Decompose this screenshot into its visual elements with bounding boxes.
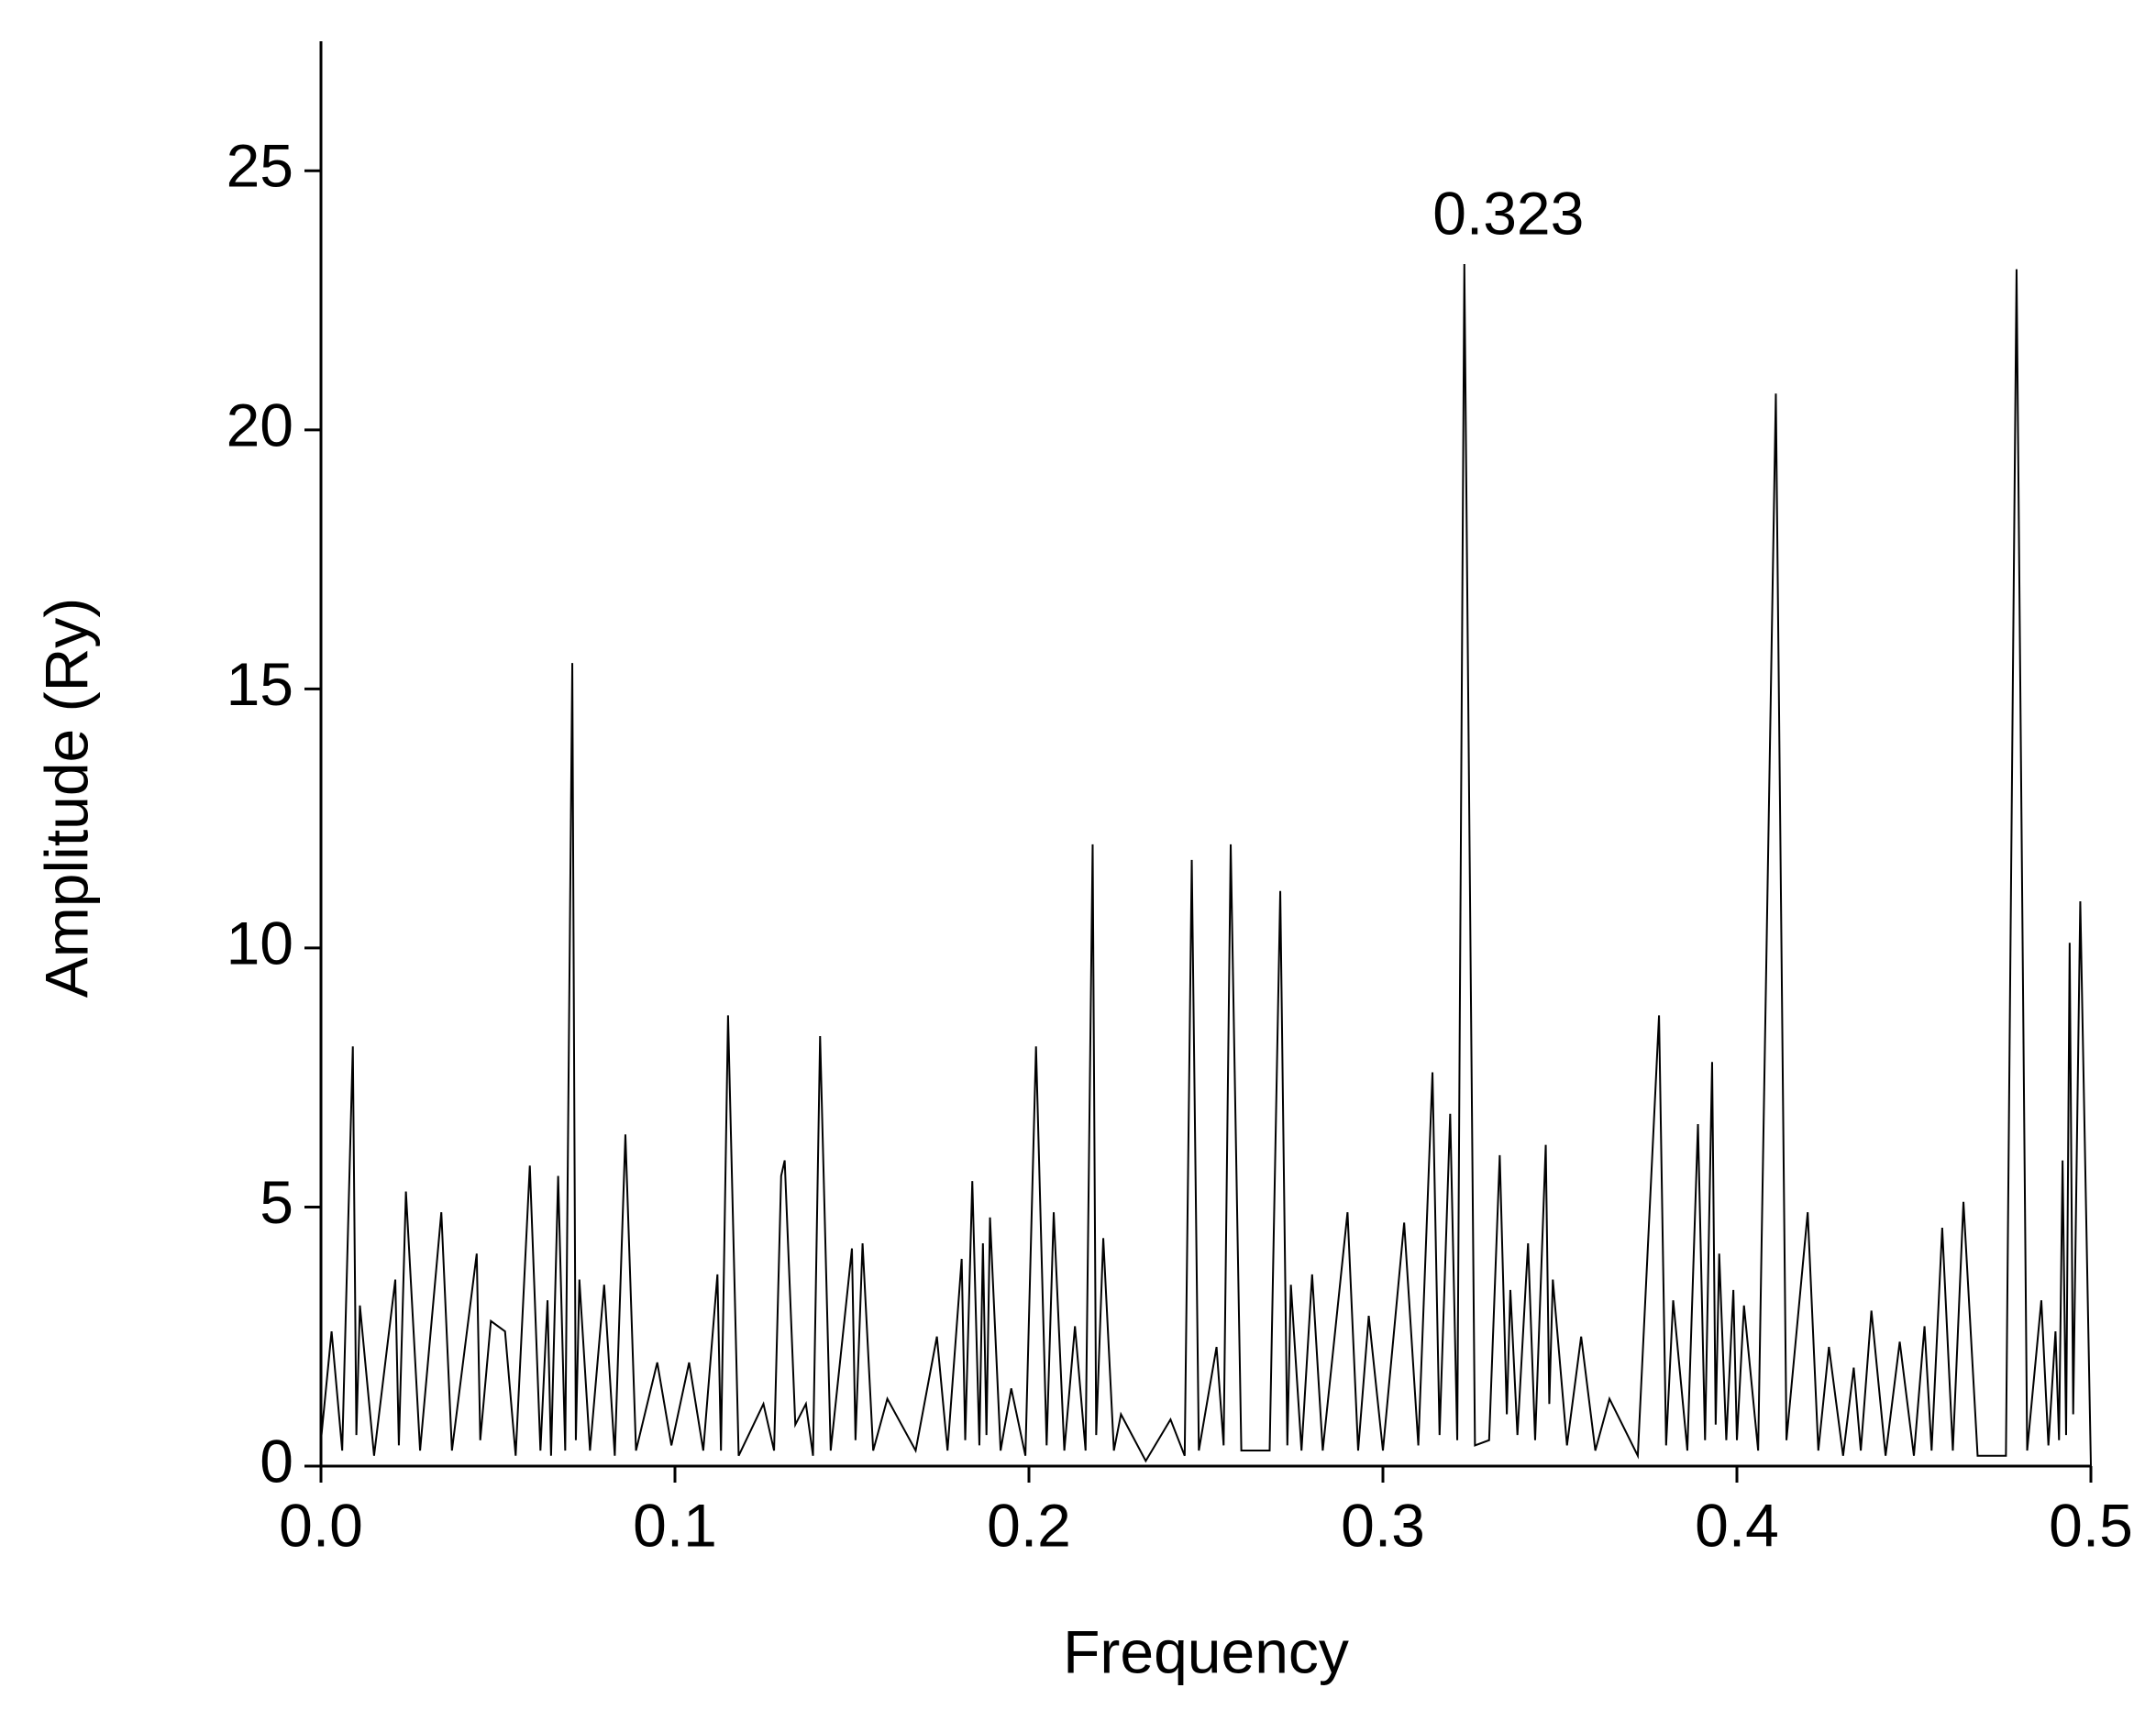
x-tick-label: 0.1 — [633, 1491, 717, 1559]
y-axis-title: Amplitude (Ry) — [32, 598, 100, 998]
y-tick-label: 10 — [227, 909, 293, 976]
y-tick-label: 0 — [260, 1427, 293, 1495]
x-tick-label: 0.0 — [279, 1491, 363, 1559]
y-tick-label: 15 — [227, 650, 293, 718]
x-tick-label: 0.3 — [1341, 1491, 1425, 1559]
x-tick-label: 0.5 — [2049, 1491, 2133, 1559]
y-tick-label: 5 — [260, 1168, 293, 1236]
peak-annotation: 0.323 — [1432, 179, 1584, 247]
x-tick-label: 0.2 — [987, 1491, 1071, 1559]
x-tick-label: 0.4 — [1695, 1491, 1779, 1559]
y-tick-label: 20 — [227, 391, 293, 458]
y-tick-label: 25 — [227, 132, 293, 200]
series-line — [320, 263, 2092, 1467]
x-axis-title: Frequency — [1063, 1617, 1349, 1685]
